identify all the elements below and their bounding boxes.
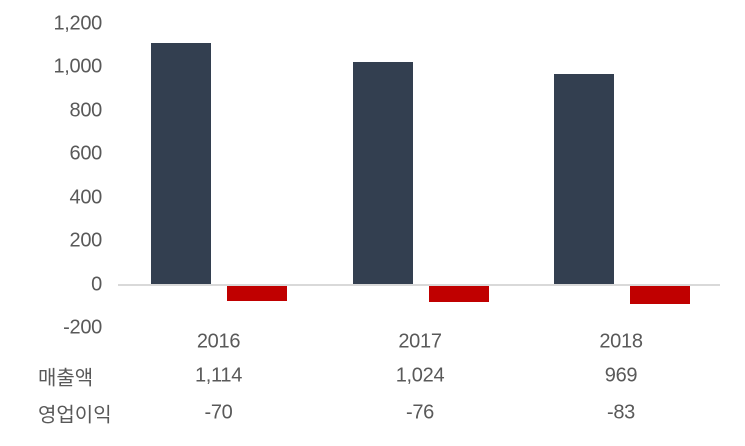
operating-profit-bar-2018 [629, 285, 690, 304]
revenue-bar-2017 [352, 62, 413, 285]
y-axis-tick-label: 1,200 [53, 12, 102, 35]
y-axis-tick-label: 1,000 [53, 55, 102, 78]
x-axis-line [118, 283, 720, 286]
revenue-bar-2016 [151, 42, 211, 285]
y-axis-tick-label: 400 [69, 186, 103, 209]
table-row-label-revenue: 매출액 [38, 367, 94, 390]
table-cell-operating-profit-2018: -83 [606, 401, 636, 424]
operating-profit-bar-2017 [428, 285, 489, 302]
table-cell-revenue-2016: 1,114 [194, 364, 243, 387]
y-axis-tick-label: 200 [69, 229, 103, 252]
revenue-bar-2018 [553, 74, 614, 285]
y-axis-tick-label: 0 [91, 273, 102, 295]
y-axis-tick-label: 800 [69, 99, 103, 122]
table-cell-operating-profit-2016: -70 [204, 401, 233, 424]
operating-profit-bar-2016 [227, 285, 287, 301]
x-axis-category-label: 2017 [398, 330, 442, 353]
table-cell-revenue-2017: 1,024 [395, 364, 445, 387]
x-axis-category-label: 2016 [196, 330, 241, 353]
table-row-label-operating-profit: 영업이익 [38, 404, 112, 427]
y-axis-tick-label: -200 [63, 316, 102, 339]
y-axis-tick-label: 600 [69, 142, 103, 165]
table-cell-operating-profit-2017: -76 [405, 401, 435, 424]
x-axis-category-label: 2018 [599, 330, 643, 353]
table-cell-revenue-2018: 969 [604, 364, 638, 387]
